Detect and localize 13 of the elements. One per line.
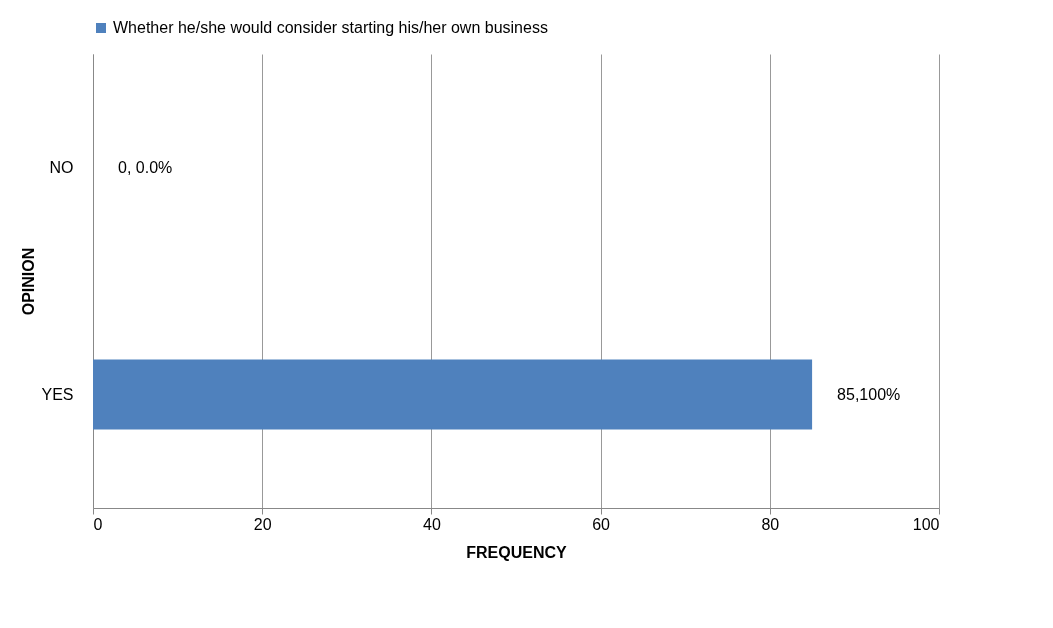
y-axis-title: OPINION — [20, 247, 38, 316]
x-tick-label: 0 — [93, 515, 103, 533]
x-tick-label: 60 — [592, 515, 611, 533]
x-tick-label: 100 — [912, 515, 940, 533]
x-tick-label: 20 — [253, 515, 272, 533]
y-tick-label: NO — [49, 158, 74, 176]
legend-label: Whether he/she would consider starting his/her own business — [113, 19, 548, 36]
y-tick-label: YES — [41, 385, 74, 403]
x-tick-label: 40 — [423, 515, 441, 533]
x-tick-label: 80 — [761, 515, 780, 533]
x-axis-title: FREQUENCY — [466, 543, 568, 561]
text: 0, 0.0% — [118, 158, 173, 176]
text: 85,100% — [837, 385, 901, 403]
